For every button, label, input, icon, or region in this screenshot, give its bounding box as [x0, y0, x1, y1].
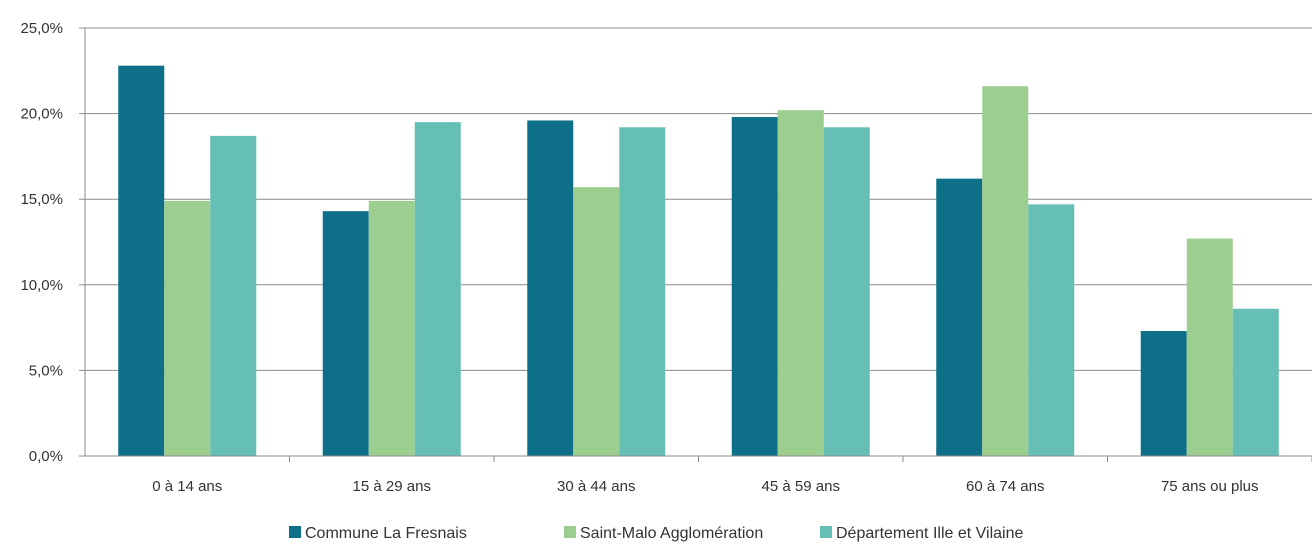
x-tick-label: 45 à 59 ans	[762, 478, 840, 495]
bar-d-partement-ille-et-vilaine	[1232, 308, 1279, 456]
bar-commune-la-fresnais	[322, 211, 369, 456]
bar-d-partement-ille-et-vilaine	[414, 122, 461, 456]
bar-d-partement-ille-et-vilaine	[1028, 204, 1075, 456]
y-tick-label: 5,0%	[29, 362, 63, 379]
bar-commune-la-fresnais	[1140, 331, 1187, 456]
y-tick-label: 10,0%	[20, 277, 63, 294]
legend-label: Commune La Fresnais	[305, 525, 467, 542]
bar-saint-malo-agglom-ration	[368, 200, 415, 456]
bar-saint-malo-agglom-ration	[1186, 238, 1233, 456]
legend-label: Saint-Malo Agglomération	[580, 525, 763, 542]
legend-swatch	[564, 526, 576, 538]
x-tick-label: 0 à 14 ans	[152, 478, 222, 495]
bar-commune-la-fresnais	[731, 117, 778, 457]
x-tick-label: 60 à 74 ans	[966, 478, 1044, 495]
bar-saint-malo-agglom-ration	[164, 200, 211, 456]
bar-commune-la-fresnais	[936, 178, 983, 456]
axes: 0,0% 5,0% 10,0% 15,0% 20,0% 25,0% 0 à 14 ans 15…	[20, 20, 1312, 495]
bar-commune-la-fresnais	[118, 65, 165, 456]
bar-d-partement-ille-et-vilaine	[823, 127, 870, 457]
y-tick-label: 25,0%	[20, 20, 63, 37]
x-tick-label: 75 ans ou plus	[1161, 478, 1259, 495]
y-tick-label: 0,0%	[29, 448, 63, 465]
bar-commune-la-fresnais	[527, 120, 574, 456]
legend-swatch	[820, 526, 832, 538]
x-tick-label: 30 à 44 ans	[557, 478, 635, 495]
bar-saint-malo-agglom-ration	[573, 187, 620, 456]
bar-saint-malo-agglom-ration	[777, 110, 824, 457]
x-tick-label: 15 à 29 ans	[353, 478, 431, 495]
y-tick-label: 20,0%	[20, 106, 63, 123]
bar-saint-malo-agglom-ration	[982, 86, 1029, 456]
legend-item: Département Ille et Vilaine	[820, 525, 1023, 542]
y-tick-label: 15,0%	[20, 191, 63, 208]
bar-d-partement-ille-et-vilaine	[619, 127, 666, 457]
legend-swatch	[289, 526, 301, 538]
legend-item: Commune La Fresnais	[289, 525, 467, 542]
gridlines	[85, 27, 1312, 371]
legend-item: Saint-Malo Agglomération	[564, 525, 763, 542]
bar-d-partement-ille-et-vilaine	[210, 135, 257, 456]
legend: Commune La Fresnais Saint-Malo Agglomérat…	[289, 525, 1023, 542]
legend-label: Département Ille et Vilaine	[836, 525, 1023, 542]
bars	[118, 65, 1279, 457]
